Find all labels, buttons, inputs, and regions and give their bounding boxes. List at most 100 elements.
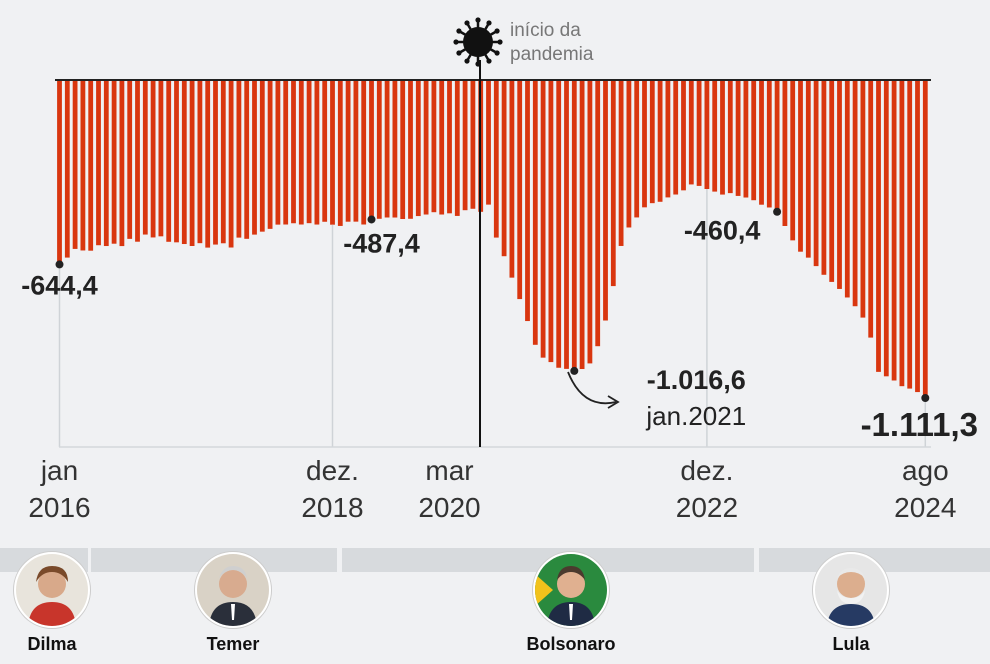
bar [922, 80, 928, 398]
bar [80, 80, 86, 251]
bars-group [57, 80, 928, 398]
bar-chart: início da pandemia -644,4 -487,4 -460,4 -1.… [21, 17, 978, 523]
bar [181, 80, 187, 245]
president-name: Dilma [27, 634, 77, 654]
bar [829, 80, 835, 282]
bar [509, 80, 515, 278]
bar [57, 80, 62, 265]
callout-dot [55, 260, 64, 269]
bar [150, 80, 156, 238]
callout-dot [921, 394, 930, 402]
bar [774, 80, 780, 212]
virus-icon [453, 17, 503, 67]
bar [259, 80, 265, 232]
callout-dot [570, 366, 579, 375]
virus-spike-tip [456, 50, 462, 56]
president-bolsonaro: Bolsonaro [511, 552, 631, 655]
x-tick-label-month: jan [40, 455, 78, 486]
bar [353, 80, 359, 222]
bar [743, 80, 749, 198]
x-tick-label-month: dez. [306, 455, 359, 486]
virus-spike-tip [475, 61, 481, 67]
bar [267, 80, 273, 229]
bar [649, 80, 655, 204]
bar [556, 80, 562, 368]
bar [883, 80, 889, 377]
bar [727, 80, 733, 194]
virus-spike-tip [494, 28, 500, 34]
bar [119, 80, 125, 247]
president-lula: Lula [791, 552, 911, 655]
bar [220, 80, 226, 244]
bar [96, 80, 101, 246]
pandemic-label-line2: pandemia [510, 44, 594, 65]
bar [712, 80, 718, 192]
president-temer: Temer [173, 552, 293, 655]
bar [844, 80, 850, 298]
bar [852, 80, 858, 307]
bar [821, 80, 827, 275]
bar [595, 80, 601, 347]
bar [868, 80, 874, 338]
bar [166, 80, 172, 242]
president-name: Bolsonaro [526, 634, 616, 654]
bar [782, 80, 788, 226]
virus-spike-tip [494, 50, 500, 56]
bar [579, 80, 585, 370]
bar [657, 80, 663, 202]
bar [376, 80, 382, 219]
bar [486, 80, 491, 205]
pandemic-label-line1: início da [510, 20, 581, 41]
bar [532, 80, 538, 345]
presidential-terms: Dilma Temer Bolsonaro Lula [0, 548, 990, 664]
bar [813, 80, 819, 267]
x-tick-label-month: ago [902, 455, 949, 486]
bar [548, 80, 554, 363]
callout-value: -1.111,3 [861, 406, 978, 443]
bar [759, 80, 764, 205]
bar [735, 80, 741, 196]
x-axis-ticks: jan 2016 dez. 2018 mar 2020 dez. 2022 ago 2024 [28, 455, 956, 523]
bar [501, 80, 507, 257]
bar [189, 80, 195, 246]
bar [665, 80, 671, 198]
bar [252, 80, 257, 235]
virus-spike-tip [486, 20, 492, 26]
bar [766, 80, 772, 208]
bar [704, 80, 710, 189]
callout-value: -1.016,6 [647, 365, 746, 395]
bar [798, 80, 803, 252]
bar [127, 80, 133, 239]
callouts: -644,4 -487,4 -460,4 -1.016,6 jan.2021 -1.111… [21, 207, 978, 443]
bar [228, 80, 234, 248]
x-tick-label-month: mar [425, 455, 473, 486]
guide-lines [58, 188, 931, 448]
bar [493, 80, 499, 238]
bar [907, 80, 913, 389]
bar [688, 80, 694, 185]
avatar [14, 552, 90, 628]
bar [517, 80, 523, 300]
virus-spike-tip [453, 39, 459, 45]
bar [423, 80, 429, 215]
x-tick-label-year: 2016 [28, 492, 90, 523]
bar [400, 80, 406, 220]
bar [314, 80, 320, 225]
bar [447, 80, 452, 214]
bar [244, 80, 250, 239]
callout-sublabel: jan.2021 [645, 401, 746, 431]
bar [899, 80, 905, 387]
bar [860, 80, 866, 318]
bar [291, 80, 296, 224]
bar [111, 80, 117, 244]
president-name: Lula [832, 634, 870, 654]
bar [135, 80, 140, 242]
bar [384, 80, 390, 218]
bar [337, 80, 343, 226]
bar [696, 80, 702, 186]
bar [891, 80, 897, 381]
bar [837, 80, 842, 289]
president-dilma: Dilma [0, 552, 112, 655]
bar [306, 80, 312, 224]
bar [454, 80, 460, 216]
